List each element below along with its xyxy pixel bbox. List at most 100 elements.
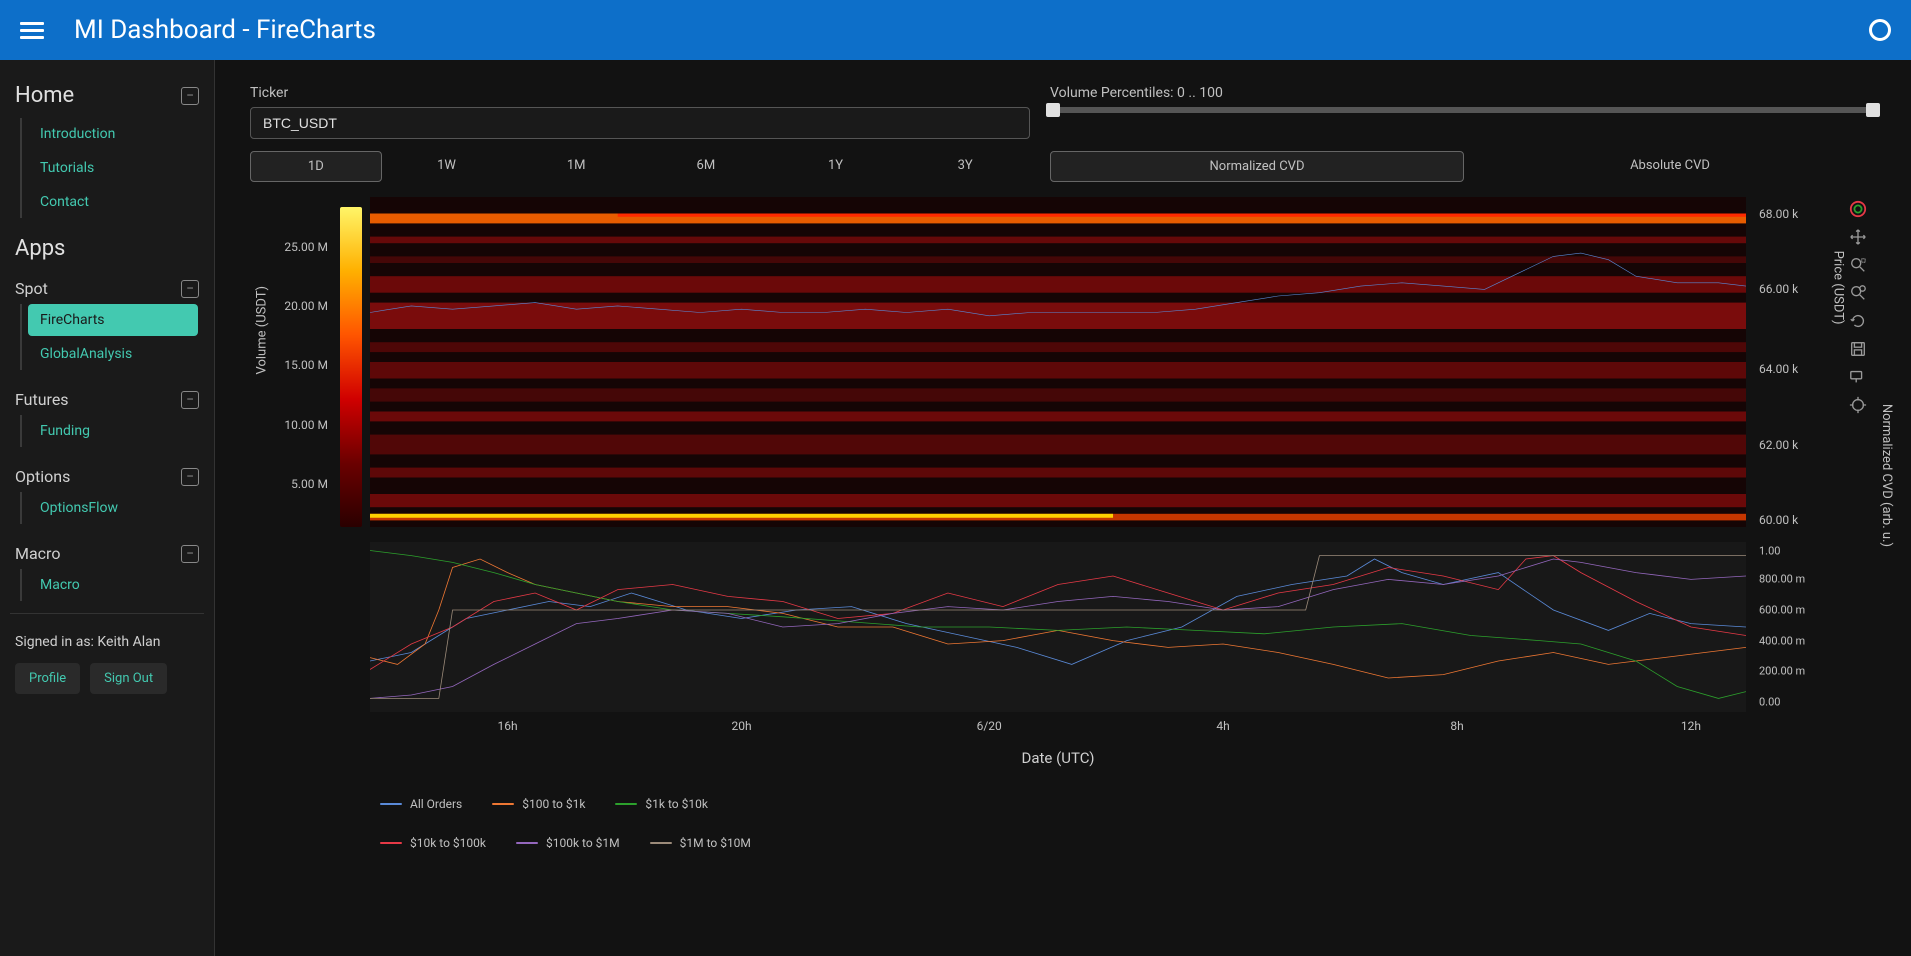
reset-tool-icon[interactable]: [1844, 309, 1872, 333]
legend-line-icon: [516, 842, 538, 845]
legend-item[interactable]: $100 to $1k: [492, 797, 585, 811]
price-tick: 66.00 k: [1759, 282, 1798, 296]
price-tick: 68.00 k: [1759, 207, 1798, 221]
legend-item[interactable]: $10k to $100k: [380, 836, 486, 850]
pan-tool-icon[interactable]: [1844, 225, 1872, 249]
hamburger-icon[interactable]: [20, 18, 44, 43]
save-tool-icon[interactable]: [1844, 337, 1872, 361]
crosshair-tool-icon[interactable]: [1844, 393, 1872, 417]
page-title: MI Dashboard - FireCharts: [74, 15, 1869, 45]
macro-nav-list: Macro: [20, 569, 204, 601]
main-content: Ticker Volume Percentiles: 0 .. 100 1D 1…: [215, 60, 1911, 956]
legend-item[interactable]: $100k to $1M: [516, 836, 620, 850]
profile-button[interactable]: Profile: [15, 663, 80, 694]
tab-1m[interactable]: 1M: [511, 151, 641, 182]
chart-toolbar: [1844, 197, 1876, 421]
x-tick: 20h: [731, 719, 751, 733]
sidebar-section-apps: Apps: [10, 228, 204, 269]
price-tick: 62.00 k: [1759, 438, 1798, 452]
nav-tutorials[interactable]: Tutorials: [28, 152, 198, 184]
collapse-icon[interactable]: −: [181, 545, 199, 563]
collapse-icon[interactable]: −: [181, 280, 199, 298]
nav-globalanalysis[interactable]: GlobalAnalysis: [28, 338, 198, 370]
nav-optionsflow[interactable]: OptionsFlow: [28, 492, 198, 524]
x-tick: 16h: [498, 719, 518, 733]
legend-label: $100 to $1k: [522, 797, 585, 811]
wheel-tool-icon[interactable]: [1844, 281, 1872, 305]
ticker-input[interactable]: [250, 107, 1030, 139]
cvd-tick: 1.00: [1759, 544, 1780, 557]
x-tick: 4h: [1216, 719, 1229, 733]
slider-label: Volume Percentiles: 0 .. 100: [1050, 85, 1876, 101]
legend-line-icon: [380, 842, 402, 845]
group-spot: Spot −: [10, 269, 204, 302]
x-tick: 6/20: [977, 719, 1002, 733]
top-bar: MI Dashboard - FireCharts: [0, 0, 1911, 60]
tab-normalized-cvd[interactable]: Normalized CVD: [1050, 151, 1464, 182]
cvd-tick: 200.00 m: [1759, 665, 1805, 678]
cvd-tick: 800.00 m: [1759, 573, 1805, 586]
price-axis: 68.00 k 66.00 k 64.00 k 62.00 k 60.00 k: [1751, 197, 1821, 527]
apps-label: Apps: [15, 236, 65, 261]
legend-line-icon: [650, 842, 672, 845]
tab-absolute-cvd[interactable]: Absolute CVD: [1464, 151, 1876, 182]
legend-label: $100k to $1M: [546, 836, 620, 850]
cvd-mode-tabs: Normalized CVD Absolute CVD: [1050, 151, 1876, 182]
collapse-icon[interactable]: −: [181, 391, 199, 409]
legend-label: $1M to $10M: [680, 836, 751, 850]
cvd-line-chart[interactable]: [370, 542, 1746, 712]
chart-area: Volume (USDT) 25.00 M20.00 M15.00 M10.00…: [250, 197, 1876, 767]
sidebar-section-home: Home −: [10, 75, 204, 116]
group-options: Options −: [10, 457, 204, 490]
legend-label: All Orders: [410, 797, 462, 811]
options-nav-list: OptionsFlow: [20, 492, 204, 524]
heatmap-chart[interactable]: [370, 197, 1746, 527]
legend-line-icon: [615, 803, 637, 806]
slider-handle-min[interactable]: [1046, 103, 1060, 117]
slider-handle-max[interactable]: [1866, 103, 1880, 117]
legend-label: $1k to $10k: [645, 797, 708, 811]
tab-3y[interactable]: 3Y: [900, 151, 1030, 182]
volume-tick: 15.00 M: [284, 358, 328, 372]
legend-label: $10k to $100k: [410, 836, 486, 850]
nav-firecharts[interactable]: FireCharts: [28, 304, 198, 336]
price-tick: 60.00 k: [1759, 513, 1798, 527]
nav-funding[interactable]: Funding: [28, 415, 198, 447]
collapse-icon[interactable]: −: [181, 468, 199, 486]
cvd-tick: 600.00 m: [1759, 604, 1805, 617]
tab-1d[interactable]: 1D: [250, 151, 382, 182]
cvd-tick: 400.00 m: [1759, 634, 1805, 647]
volume-slider[interactable]: [1050, 107, 1876, 113]
tab-1y[interactable]: 1Y: [771, 151, 901, 182]
volume-tick: 10.00 M: [284, 418, 328, 432]
legend: All Orders $100 to $1k $1k to $10k $10k to…: [250, 797, 1876, 850]
group-futures: Futures −: [10, 380, 204, 413]
nav-introduction[interactable]: Introduction: [28, 118, 198, 150]
cvd-axis: 1.00800.00 m600.00 m400.00 m200.00 m0.00: [1751, 542, 1821, 712]
status-ring-icon[interactable]: [1869, 19, 1891, 41]
zoom-tool-icon[interactable]: [1844, 253, 1872, 277]
hover-tool-icon[interactable]: [1844, 365, 1872, 389]
tab-6m[interactable]: 6M: [641, 151, 771, 182]
sidebar: Home − Introduction Tutorials Contact Ap…: [0, 60, 215, 956]
nav-macro[interactable]: Macro: [28, 569, 198, 601]
legend-line-icon: [380, 803, 402, 806]
divider: [10, 613, 204, 614]
signed-in-text: Signed in as: Keith Alan: [10, 626, 204, 658]
logo-tool-icon[interactable]: [1844, 197, 1872, 221]
signout-button[interactable]: Sign Out: [90, 663, 167, 694]
nav-contact[interactable]: Contact: [28, 186, 198, 218]
legend-item[interactable]: All Orders: [380, 797, 462, 811]
ticker-label: Ticker: [250, 85, 1030, 101]
legend-line-icon: [492, 803, 514, 806]
legend-item[interactable]: $1k to $10k: [615, 797, 708, 811]
volume-tick: 25.00 M: [284, 240, 328, 254]
home-label: Home: [15, 83, 74, 108]
color-scale-bar: [340, 207, 362, 527]
legend-item[interactable]: $1M to $10M: [650, 836, 751, 850]
collapse-icon[interactable]: −: [181, 87, 199, 105]
tab-1w[interactable]: 1W: [382, 151, 512, 182]
futures-nav-list: Funding: [20, 415, 204, 447]
price-tick: 64.00 k: [1759, 362, 1798, 376]
x-axis-label: Date (UTC): [370, 749, 1746, 767]
